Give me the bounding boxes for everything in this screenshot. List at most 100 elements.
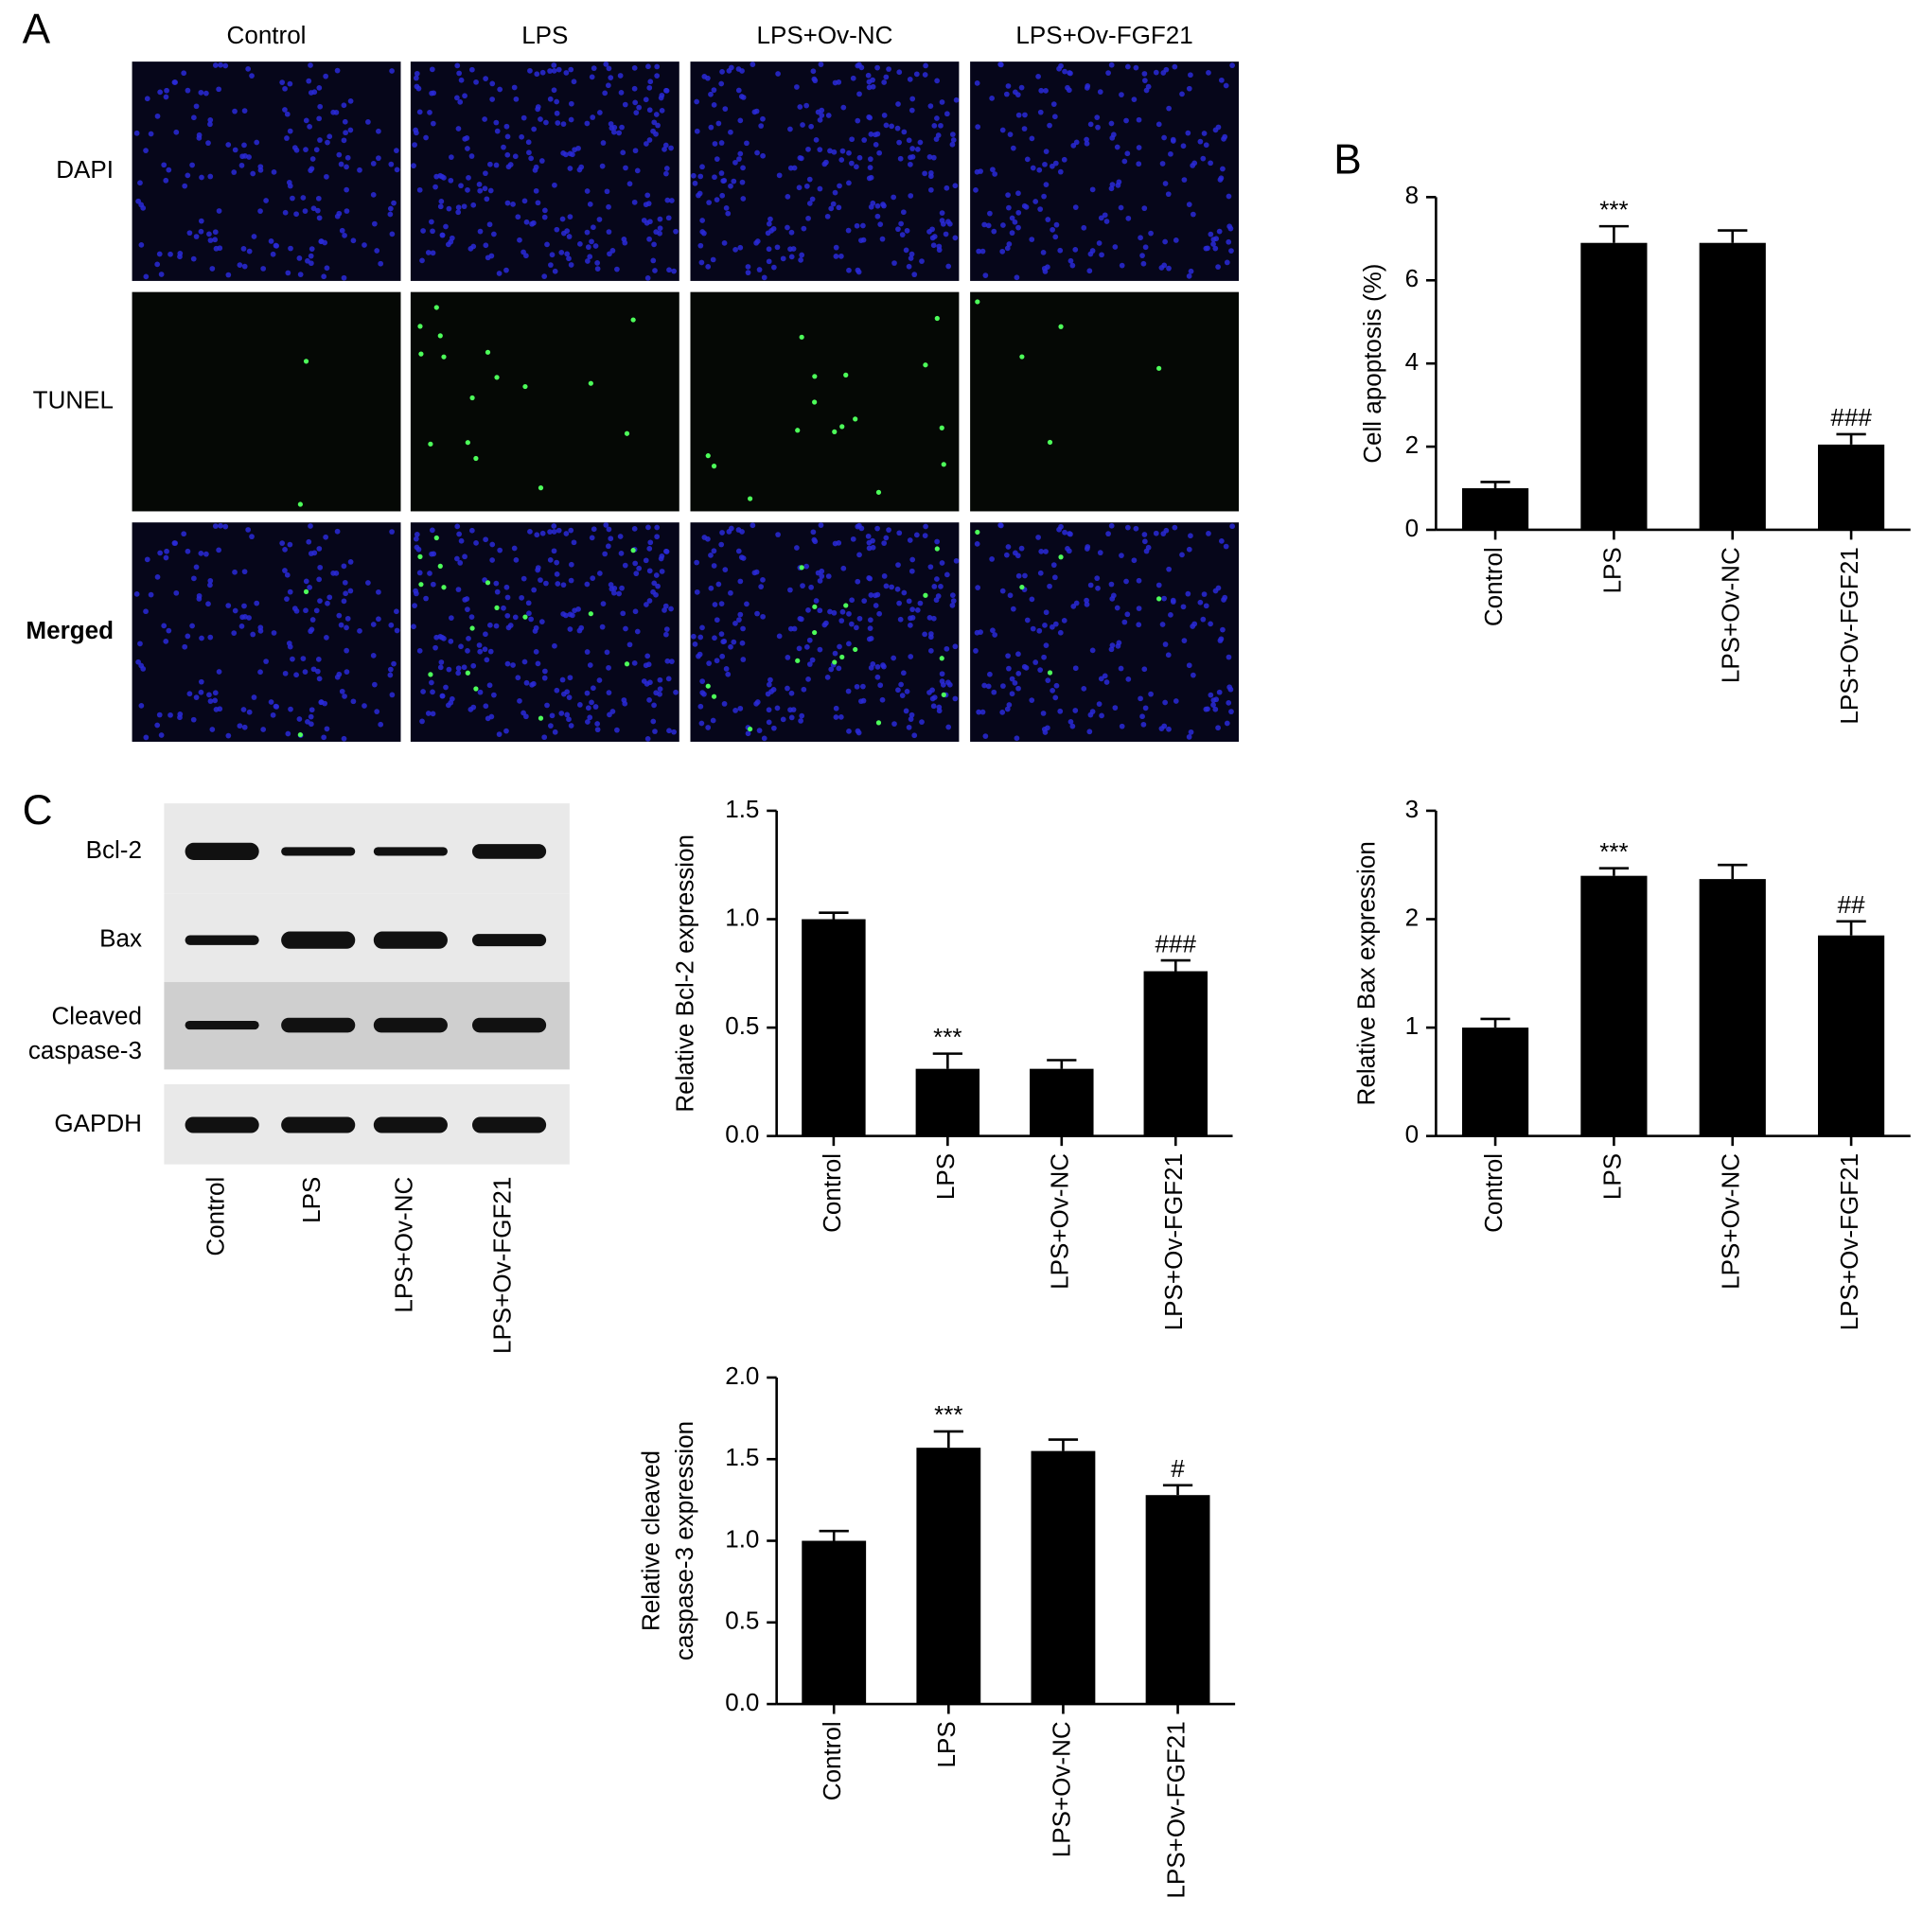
nucleus-dot bbox=[981, 221, 988, 228]
nucleus-dot bbox=[198, 551, 204, 556]
nucleus-dot bbox=[620, 610, 626, 617]
nucleus-dot bbox=[868, 635, 874, 641]
nucleus-dot bbox=[657, 230, 662, 237]
nucleus-dot bbox=[1035, 535, 1041, 540]
nucleus-dot bbox=[279, 540, 286, 547]
nucleus-dot bbox=[645, 201, 652, 207]
nucleus-dot bbox=[585, 705, 591, 711]
y-tick-label: 2 bbox=[1405, 430, 1419, 459]
tunel-dot bbox=[433, 305, 439, 310]
nucleus-dot bbox=[1121, 619, 1128, 625]
nucleus-dot bbox=[1161, 595, 1167, 602]
nucleus-dot bbox=[1029, 596, 1035, 603]
nucleus-dot bbox=[1218, 77, 1225, 83]
nucleus-dot bbox=[982, 733, 989, 740]
x-tick-label: Control bbox=[1479, 1153, 1508, 1233]
nucleus-dot bbox=[1142, 538, 1148, 545]
nucleus-dot bbox=[874, 674, 881, 680]
nucleus-dot bbox=[750, 522, 756, 529]
nucleus-dot bbox=[284, 111, 291, 117]
nucleus-dot bbox=[216, 86, 221, 93]
nucleus-dot bbox=[439, 693, 446, 699]
tunel-dot bbox=[538, 715, 544, 721]
nucleus-dot bbox=[344, 624, 349, 631]
nucleus-dot bbox=[378, 721, 384, 728]
nucleus-dot bbox=[544, 702, 550, 709]
nucleus-dot bbox=[952, 183, 959, 189]
nucleus-dot bbox=[1226, 699, 1232, 706]
nucleus-dot bbox=[739, 179, 746, 185]
nucleus-dot bbox=[181, 70, 187, 77]
nucleus-dot bbox=[604, 188, 610, 195]
nucleus-dot bbox=[1186, 202, 1192, 208]
nucleus-dot bbox=[592, 704, 599, 710]
nucleus-dot bbox=[342, 694, 347, 699]
nucleus-dot bbox=[632, 99, 639, 106]
nucleus-dot bbox=[698, 259, 705, 266]
nucleus-dot bbox=[323, 73, 329, 79]
nucleus-dot bbox=[758, 123, 765, 129]
nucleus-dot bbox=[873, 592, 878, 599]
nucleus-dot bbox=[1043, 642, 1050, 649]
nucleus-dot bbox=[714, 617, 720, 624]
nucleus-dot bbox=[552, 642, 557, 649]
nucleus-dot bbox=[775, 532, 781, 537]
nucleus-dot bbox=[461, 203, 468, 210]
nucleus-dot bbox=[430, 250, 436, 256]
nucleus-dot bbox=[1166, 726, 1172, 732]
nucleus-dot bbox=[616, 130, 622, 136]
nucleus-dot bbox=[705, 264, 712, 270]
nucleus-dot bbox=[251, 234, 257, 239]
nucleus-dot bbox=[710, 717, 716, 724]
nucleus-dot bbox=[1038, 87, 1045, 94]
nucleus-dot bbox=[817, 578, 823, 584]
nucleus-dot bbox=[870, 77, 875, 83]
nucleus-dot bbox=[796, 184, 803, 191]
nucleus-dot bbox=[1153, 69, 1159, 76]
nucleus-dot bbox=[860, 697, 867, 704]
nucleus-dot bbox=[542, 207, 548, 214]
nucleus-dot bbox=[708, 124, 715, 131]
nucleus-dot bbox=[525, 600, 532, 606]
nucleus-dot bbox=[891, 721, 897, 727]
nucleus-dot bbox=[344, 208, 350, 214]
nucleus-dot bbox=[867, 575, 873, 582]
nucleus-dot bbox=[715, 120, 722, 127]
nucleus-dot bbox=[946, 220, 953, 227]
nucleus-dot bbox=[1166, 265, 1172, 272]
nucleus-dot bbox=[528, 616, 534, 623]
nucleus-dot bbox=[819, 568, 825, 574]
nucleus-dot bbox=[1030, 165, 1036, 171]
tunel-dot bbox=[923, 362, 928, 368]
nucleus-dot bbox=[606, 664, 611, 671]
blot-band bbox=[471, 1116, 547, 1133]
nucleus-dot bbox=[1223, 82, 1229, 89]
nucleus-dot bbox=[591, 526, 597, 533]
nucleus-dot bbox=[726, 67, 732, 74]
nucleus-dot bbox=[560, 121, 567, 127]
tunel-dot bbox=[832, 429, 838, 434]
nucleus-dot bbox=[712, 635, 717, 641]
nucleus-dot bbox=[701, 230, 707, 237]
nucleus-dot bbox=[206, 231, 212, 237]
blot-band bbox=[373, 1017, 448, 1033]
nucleus-dot bbox=[296, 716, 303, 722]
nucleus-dot bbox=[558, 250, 565, 255]
nucleus-dot bbox=[1141, 666, 1148, 673]
x-tick-label: Control bbox=[818, 1153, 846, 1233]
nucleus-dot bbox=[1043, 609, 1050, 616]
nucleus-dot bbox=[1015, 112, 1022, 118]
nucleus-dot bbox=[818, 522, 824, 529]
nucleus-dot bbox=[517, 697, 522, 704]
nucleus-dot bbox=[303, 147, 309, 153]
tunel-dot bbox=[485, 580, 491, 586]
nucleus-dot bbox=[334, 528, 341, 535]
nucleus-dot bbox=[856, 91, 862, 97]
nucleus-dot bbox=[1051, 574, 1058, 581]
nucleus-dot bbox=[1215, 725, 1221, 731]
nucleus-dot bbox=[336, 151, 343, 158]
nucleus-dot bbox=[468, 66, 475, 73]
nucleus-dot bbox=[828, 205, 835, 212]
nucleus-dot bbox=[1087, 582, 1094, 588]
nucleus-dot bbox=[554, 571, 560, 577]
